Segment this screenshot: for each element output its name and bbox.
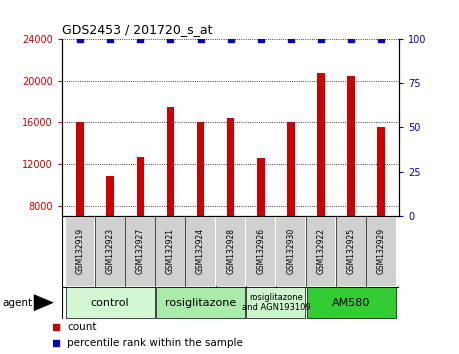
Bar xyxy=(246,287,305,318)
Bar xyxy=(76,122,84,289)
Text: GSM132929: GSM132929 xyxy=(377,228,386,274)
Bar xyxy=(126,217,155,286)
Text: rosiglitazone
and AGN193109: rosiglitazone and AGN193109 xyxy=(241,293,310,312)
Point xyxy=(227,36,235,42)
Point xyxy=(76,36,84,42)
Text: count: count xyxy=(67,321,96,332)
Point xyxy=(137,36,144,42)
Bar xyxy=(216,217,245,286)
Text: GSM132922: GSM132922 xyxy=(317,228,325,274)
Text: GSM132919: GSM132919 xyxy=(76,228,84,274)
Text: percentile rank within the sample: percentile rank within the sample xyxy=(67,338,243,348)
Bar xyxy=(257,158,264,289)
Point xyxy=(347,36,355,42)
Bar xyxy=(186,217,215,286)
Bar xyxy=(136,156,144,289)
Point xyxy=(317,36,325,42)
Bar xyxy=(66,287,155,318)
Bar xyxy=(337,217,366,286)
Bar xyxy=(377,127,385,289)
Point xyxy=(167,36,174,42)
Bar xyxy=(197,122,204,289)
Point xyxy=(53,324,60,329)
Bar xyxy=(106,176,114,289)
Text: control: control xyxy=(91,298,129,308)
FancyBboxPatch shape xyxy=(62,287,399,319)
Bar xyxy=(227,118,235,289)
Text: GSM132923: GSM132923 xyxy=(106,228,115,274)
Point xyxy=(378,36,385,42)
Polygon shape xyxy=(34,294,54,311)
Text: GDS2453 / 201720_s_at: GDS2453 / 201720_s_at xyxy=(62,23,213,36)
Text: GSM132925: GSM132925 xyxy=(347,228,356,274)
Point xyxy=(53,341,60,346)
Text: GSM132928: GSM132928 xyxy=(226,228,235,274)
Bar xyxy=(167,107,174,289)
Text: rosiglitazone: rosiglitazone xyxy=(165,298,236,308)
Bar xyxy=(96,217,125,286)
Point xyxy=(106,36,114,42)
Text: agent: agent xyxy=(2,298,33,308)
Point xyxy=(257,36,264,42)
Point xyxy=(197,36,204,42)
Text: GSM132924: GSM132924 xyxy=(196,228,205,274)
Text: GSM132930: GSM132930 xyxy=(286,228,296,274)
Bar xyxy=(347,76,355,289)
Bar xyxy=(287,122,295,289)
Bar xyxy=(156,217,185,286)
Bar xyxy=(246,217,275,286)
Text: GSM132927: GSM132927 xyxy=(136,228,145,274)
Text: GSM132926: GSM132926 xyxy=(256,228,265,274)
Bar xyxy=(66,217,95,286)
Bar xyxy=(367,217,396,286)
Point xyxy=(287,36,295,42)
Bar xyxy=(276,217,305,286)
Bar xyxy=(307,287,396,318)
Bar xyxy=(156,287,245,318)
Bar xyxy=(307,217,336,286)
Text: GSM132921: GSM132921 xyxy=(166,228,175,274)
Bar xyxy=(317,73,325,289)
Text: AM580: AM580 xyxy=(332,298,370,308)
